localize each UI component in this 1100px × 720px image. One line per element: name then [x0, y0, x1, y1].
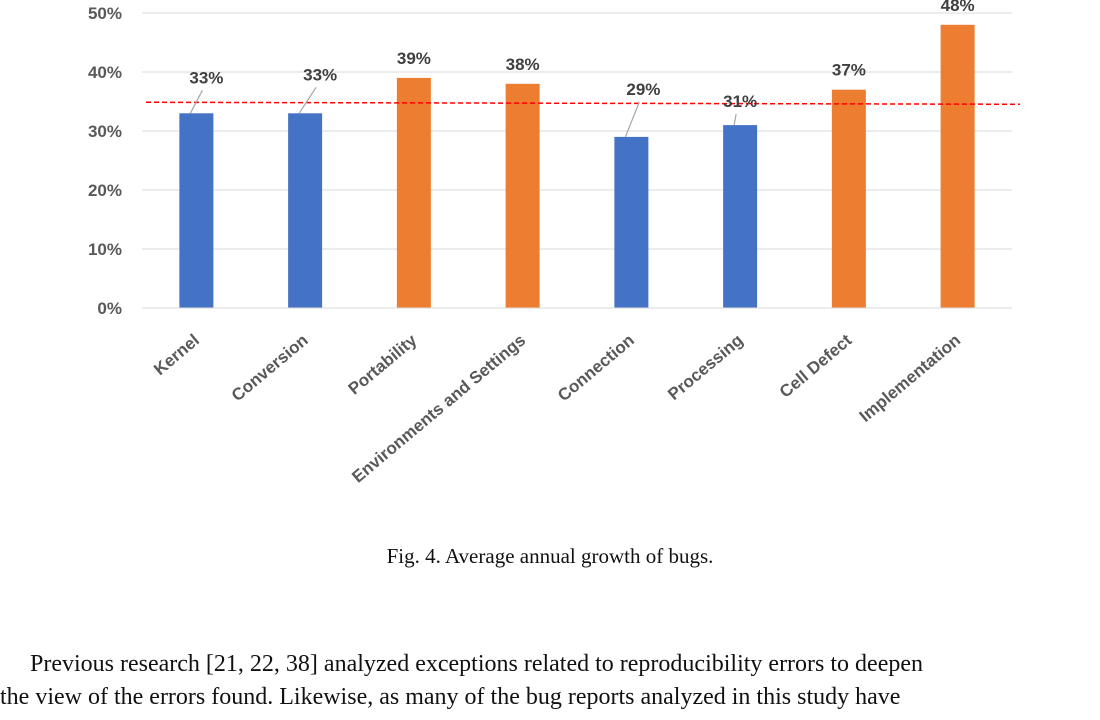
- y-tick-label: 50%: [88, 4, 122, 23]
- bar-environments-and-settings: [505, 83, 540, 308]
- data-label: 38%: [506, 55, 540, 74]
- category-label: Connection: [554, 331, 638, 406]
- leader-line: [189, 90, 203, 114]
- y-tick-label: 30%: [88, 122, 122, 141]
- category-label: Implementation: [856, 331, 964, 426]
- category-label: Portability: [345, 330, 421, 398]
- bar-processing: [723, 125, 758, 308]
- category-label: Cell Defect: [776, 330, 856, 401]
- body-paragraph: Previous research [21, 22, 38] analyzed …: [0, 648, 1100, 714]
- category-label: Kernel: [150, 331, 203, 380]
- data-label: 33%: [189, 68, 223, 87]
- leader-line: [298, 86, 317, 114]
- y-tick-label: 10%: [88, 240, 122, 259]
- leader-line: [733, 113, 737, 126]
- figure-caption: Fig. 4. Average annual growth of bugs.: [386, 544, 714, 568]
- data-label: 48%: [941, 0, 975, 15]
- bar-conversion: [288, 113, 323, 308]
- average-reference-line: [145, 101, 1021, 106]
- data-label: 33%: [303, 65, 337, 84]
- bar-implementation: [940, 24, 975, 309]
- gridlines: [142, 12, 1012, 250]
- y-tick-labels: 0% 10% 20% 30% 40% 50%: [88, 4, 122, 318]
- paragraph-line: the view of the errors found. Likewise, …: [0, 684, 901, 710]
- label-leader-lines: [189, 86, 737, 138]
- data-label: 37%: [832, 61, 866, 80]
- category-label: Conversion: [228, 331, 312, 406]
- y-tick-label: 20%: [88, 181, 122, 200]
- bar-chart: 0% 10% 20% 30% 40% 50% 33% 33% 39% 38% 29% 31% 37% 4…: [88, 0, 1021, 487]
- y-tick-label: 0%: [97, 299, 122, 318]
- category-labels: Kernel Conversion PortabilityEnvironments …: [150, 330, 964, 486]
- y-tick-label: 40%: [88, 63, 122, 82]
- data-labels: 33% 33% 39% 38% 29% 31% 37% 48%: [189, 0, 974, 111]
- bars: [179, 24, 975, 309]
- bar-connection: [614, 136, 649, 308]
- bar-kernel: [179, 113, 214, 308]
- data-label: 31%: [723, 92, 757, 111]
- bar-cell-defect: [831, 89, 866, 308]
- data-label: 29%: [626, 80, 660, 99]
- category-label: Processing: [664, 331, 746, 404]
- category-label: Environments and Settings: [348, 331, 529, 487]
- data-label: 39%: [397, 49, 431, 68]
- paragraph-line: Previous research [21, 22, 38] analyzed …: [30, 651, 924, 677]
- leader-line: [624, 101, 640, 138]
- bar-portability: [396, 77, 431, 309]
